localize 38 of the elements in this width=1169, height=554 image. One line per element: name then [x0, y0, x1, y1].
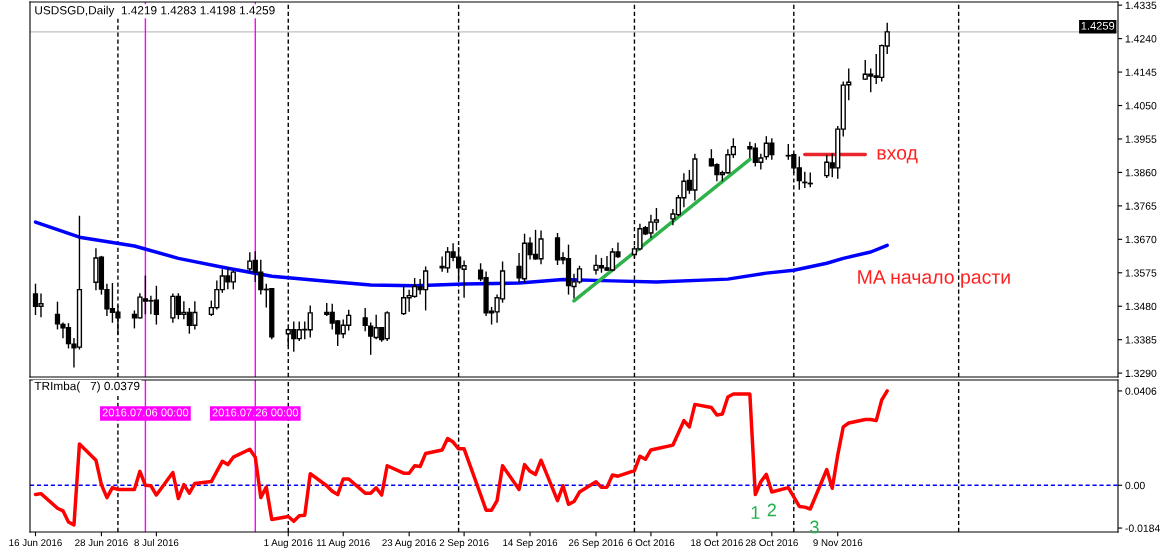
- x-tick-label: 23 Aug 2016: [382, 539, 437, 549]
- chart-title: USDSGD,Daily 1.4219 1.4283 1.4198 1.4259: [35, 5, 275, 17]
- x-tick-label: 16 Jun 2016: [9, 539, 62, 547]
- x-tick-label: 2 Sep 2016: [439, 539, 489, 549]
- y-tick-label: -0.0184: [1125, 524, 1160, 532]
- ref-line-label: 1.4259: [1081, 21, 1115, 30]
- y-tick-label: 1.3290: [1125, 369, 1157, 377]
- x-tick-label: 9 Nov 2016: [813, 539, 863, 547]
- annotation: вход: [877, 149, 918, 164]
- y-tick-label: 1.3955: [1125, 135, 1157, 143]
- ref-line-label: 2016.07.26 00:00: [212, 408, 299, 417]
- y-tick-label: 1.3385: [1125, 336, 1157, 344]
- y-tick-label: 1.4050: [1125, 102, 1157, 110]
- x-tick-label: 28 Jun 2016: [75, 539, 128, 547]
- x-tick-label: 28 Oct 2016: [745, 539, 798, 547]
- y-tick-label: 0.0406: [1125, 387, 1157, 395]
- y-tick-label: 1.4145: [1125, 68, 1157, 76]
- y-tick-label: 1.4240: [1125, 35, 1157, 43]
- ref-line-label: 2016.07.06 00:00: [102, 408, 189, 417]
- y-tick-label: 1.3670: [1125, 235, 1157, 244]
- x-tick-label: 8 Jul 2016: [134, 538, 179, 547]
- y-tick-label: 0.00: [1125, 481, 1145, 490]
- annotation: MA начало расти: [858, 270, 1010, 288]
- chart-title: TRImba( 7) 0.0379: [34, 381, 140, 393]
- y-tick-label: 1.4335: [1125, 1, 1157, 10]
- x-tick-label: 1 Aug 2016: [264, 539, 313, 549]
- y-tick-label: 1.3765: [1125, 202, 1157, 210]
- y-tick-label: 1.3575: [1125, 269, 1157, 277]
- annotation: 1: [751, 506, 760, 519]
- y-tick-label: 1.3480: [1125, 302, 1157, 311]
- annotation: 2: [767, 503, 776, 517]
- x-tick-label: 6 Oct 2016: [627, 539, 675, 547]
- x-tick-label: 26 Sep 2016: [568, 539, 624, 549]
- y-tick-label: 1.3860: [1125, 168, 1157, 177]
- x-tick-label: 11 Aug 2016: [317, 539, 370, 549]
- x-tick-label: 14 Sep 2016: [503, 539, 558, 549]
- x-tick-label: 18 Oct 2016: [691, 539, 743, 547]
- annotation: 3: [810, 520, 819, 534]
